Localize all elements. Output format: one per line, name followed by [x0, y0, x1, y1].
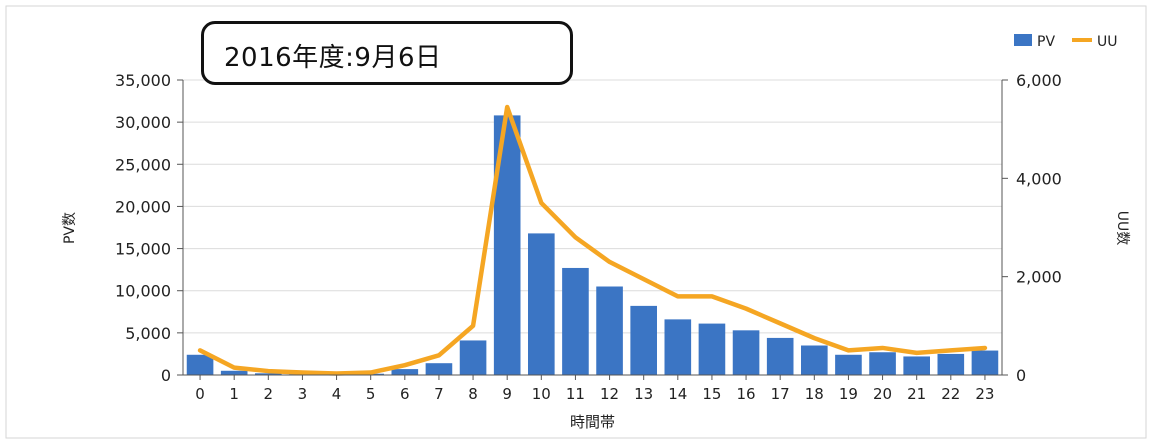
pv-bar	[664, 319, 692, 375]
pv-bar	[835, 354, 862, 375]
x-tick-label: 15	[702, 385, 721, 403]
pv-bar	[869, 352, 896, 375]
y2-tick-label: 6,000	[1016, 71, 1062, 90]
pv-bar	[732, 330, 760, 375]
x-tick-label: 16	[737, 385, 756, 403]
y2-tick-label: 0	[1016, 366, 1026, 385]
pv-bar	[562, 267, 589, 375]
x-tick-label: 21	[907, 385, 926, 403]
pv-bar	[903, 356, 930, 375]
x-tick-label: 10	[532, 385, 551, 403]
pv-bar	[766, 337, 794, 375]
legend: PV UU	[1014, 34, 1118, 50]
y-tick-label: 5,000	[125, 324, 171, 343]
y-axis-title: PV数	[62, 212, 78, 244]
x-tick-label: 17	[771, 385, 790, 403]
pv-bar	[971, 350, 999, 375]
y-tick-label: 20,000	[115, 197, 171, 216]
legend-pv-label: PV	[1037, 34, 1055, 50]
y-tick-label: 15,000	[115, 240, 171, 259]
axes: 0 5,000 10,000 15,000 20,000 25,000 30,000 35,0…	[62, 71, 1130, 431]
x-tick-label: 0	[195, 385, 205, 403]
pv-bar	[391, 369, 419, 375]
pv-bar	[630, 305, 657, 375]
uu-line	[197, 104, 988, 376]
x-tick-label: 14	[668, 385, 687, 403]
pv-bar	[220, 370, 248, 375]
pv-bars	[186, 115, 999, 376]
uu-line-group	[197, 104, 988, 376]
legend-uu-label: UU	[1097, 34, 1118, 50]
x-tick-label: 18	[805, 385, 824, 403]
x-axis-title: 時間帯	[570, 413, 615, 431]
x-tick-label: 6	[400, 385, 410, 403]
x-tick-label: 3	[298, 385, 308, 403]
x-tick-label: 4	[332, 385, 342, 403]
chart-title: 2016年度:9月6日	[224, 43, 442, 73]
x-tick-label: 22	[941, 385, 960, 403]
y2-tick-label: 4,000	[1016, 169, 1062, 188]
x-tick-label: 20	[873, 385, 892, 403]
pv-bar	[596, 286, 623, 375]
x-tick-label: 7	[434, 385, 444, 403]
x-tick-label: 23	[975, 385, 994, 403]
pv-bar	[937, 353, 965, 375]
y-tick-label: 0	[161, 366, 171, 385]
pv-bar	[801, 345, 828, 375]
x-tick-label: 13	[634, 385, 653, 403]
x-tick-label: 19	[839, 385, 858, 403]
x-tick-label: 11	[566, 385, 585, 403]
pv-bar	[186, 354, 214, 375]
pv-bar	[698, 323, 726, 375]
pv-bar	[459, 340, 487, 375]
pv-bar	[528, 233, 555, 375]
y2-axis-title: UU数	[1114, 211, 1130, 246]
x-tick-label: 2	[264, 385, 274, 403]
chart-title-box: 2016年度:9月6日	[201, 21, 573, 85]
y-tick-label: 35,000	[115, 71, 171, 90]
pv-bar	[425, 363, 453, 375]
y2-tick-label: 2,000	[1016, 268, 1062, 287]
x-tick-label: 1	[229, 385, 239, 403]
pv-bar	[255, 373, 282, 375]
x-tick-label: 12	[600, 385, 619, 403]
legend-pv-swatch	[1014, 34, 1032, 46]
y-tick-label: 10,000	[115, 282, 171, 301]
x-tick-label: 5	[366, 385, 376, 403]
y-tick-label: 25,000	[115, 155, 171, 174]
y-tick-label: 30,000	[115, 113, 171, 132]
x-tick-label: 9	[502, 385, 512, 403]
x-tick-label: 8	[468, 385, 478, 403]
